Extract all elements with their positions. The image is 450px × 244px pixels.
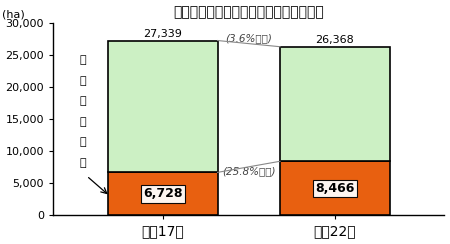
Text: 26,368: 26,368: [315, 35, 354, 45]
Text: 借: 借: [79, 55, 86, 65]
Text: (3.6%減少): (3.6%減少): [225, 33, 272, 43]
Text: 27,339: 27,339: [143, 29, 182, 39]
Bar: [280, 47, 390, 161]
Text: 耕: 耕: [79, 96, 86, 106]
Text: 6,728: 6,728: [143, 187, 183, 200]
Text: 面: 面: [79, 137, 86, 147]
Text: (ha): (ha): [2, 10, 25, 20]
Bar: [108, 172, 217, 215]
Text: 地: 地: [79, 117, 86, 127]
Text: 8,466: 8,466: [315, 182, 355, 195]
Bar: [108, 41, 217, 172]
Text: (25.8%増加): (25.8%増加): [222, 166, 275, 176]
Text: 積: 積: [79, 158, 86, 168]
Bar: [280, 161, 390, 215]
Title: 図４　農業経営体の経営耕地面積の状況: 図４ 農業経営体の経営耕地面積の状況: [173, 6, 324, 20]
Text: 入: 入: [79, 76, 86, 86]
